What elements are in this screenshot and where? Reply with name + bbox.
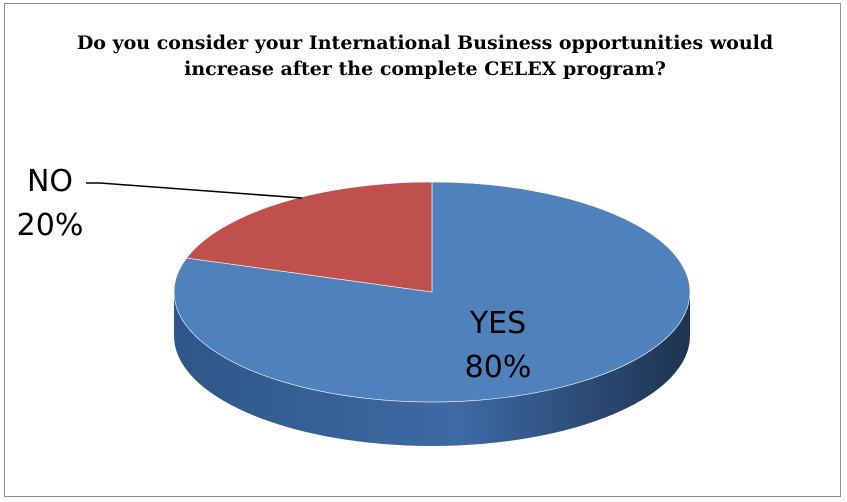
data-label-yes-percent: 80% [465, 350, 532, 385]
pie-slice-yes [173, 181, 691, 403]
leader-line-no [86, 182, 303, 199]
pie-slice-no [186, 181, 433, 293]
chart-title: Do you consider your International Busin… [76, 32, 774, 80]
pie-side-yes [174, 292, 690, 446]
data-label-yes-category: YES [469, 306, 526, 341]
data-label-no-category: NO [27, 164, 73, 199]
labels-group: YES 80% NO 20% [17, 164, 532, 385]
pie-group [173, 181, 691, 446]
data-label-no-percent: 20% [17, 208, 84, 243]
